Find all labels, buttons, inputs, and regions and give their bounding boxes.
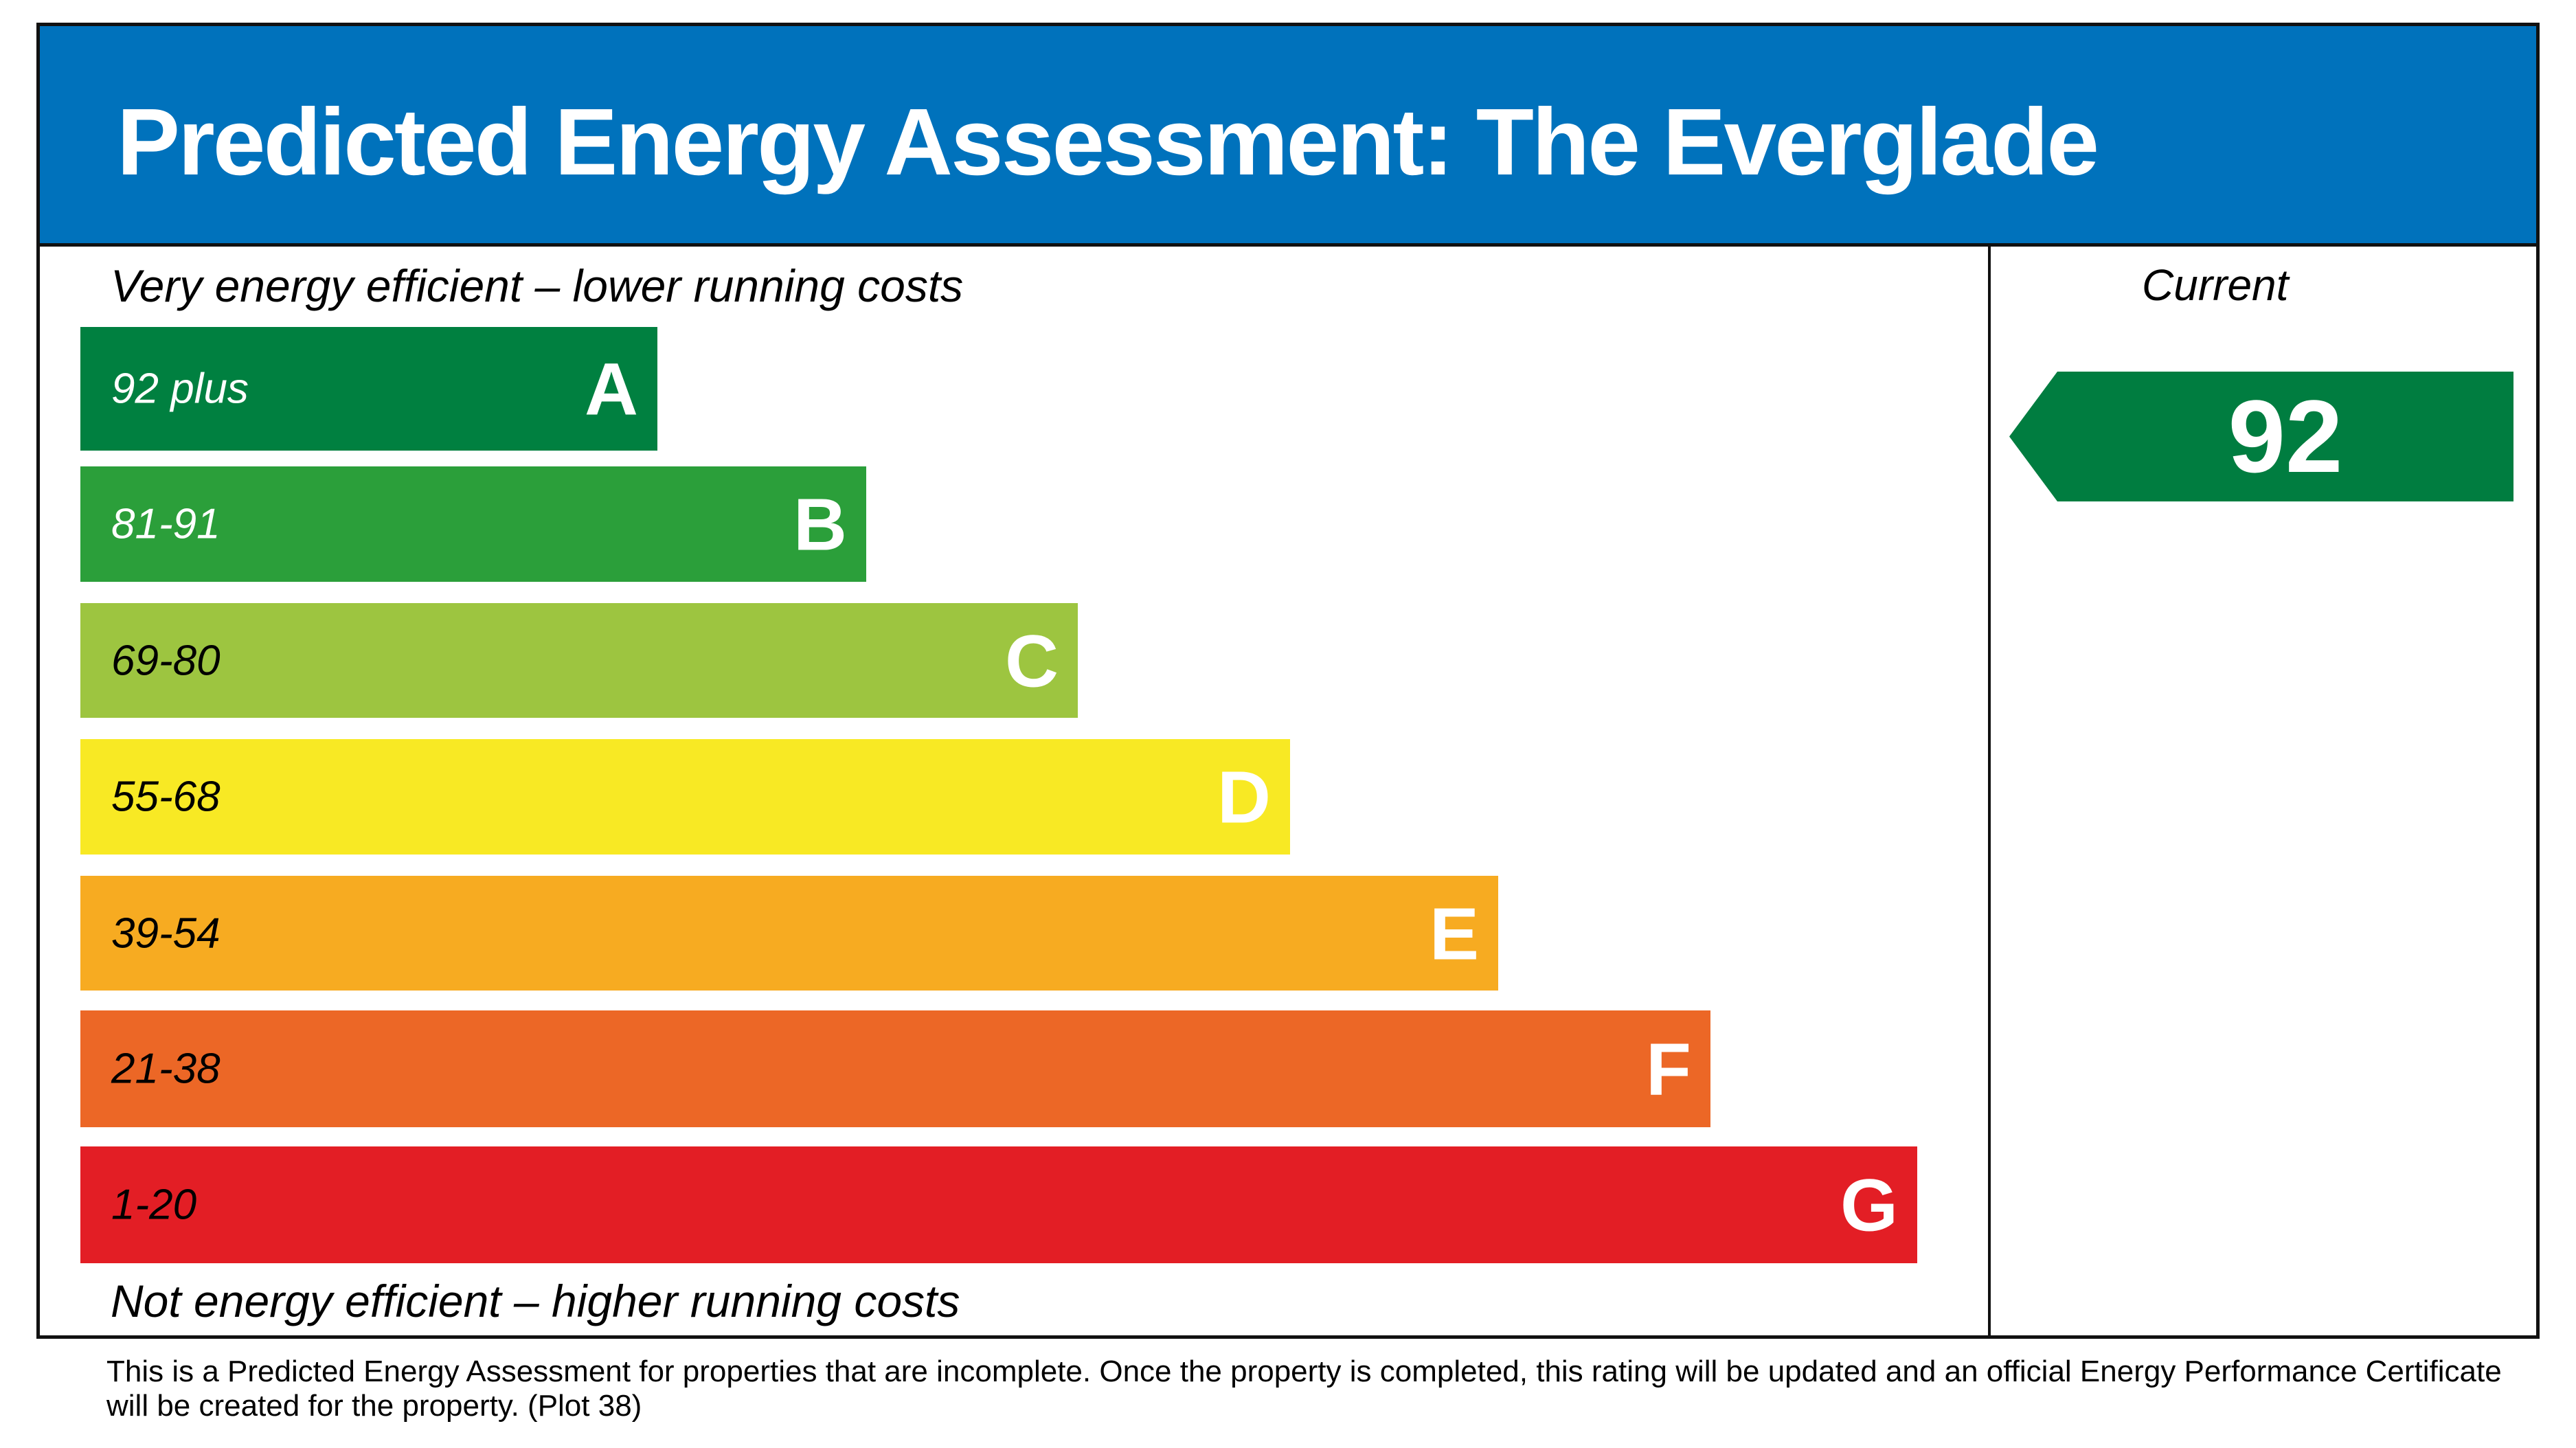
- band-bar-a: 92 plus A: [80, 327, 657, 451]
- band-range: 21-38: [111, 1045, 221, 1093]
- footer-note: This is a Predicted Energy Assessment fo…: [106, 1355, 2502, 1423]
- current-rating-arrow: 92: [2009, 372, 2513, 501]
- band-bar-e: 39-54 E: [80, 876, 1498, 991]
- arrow-shape: [2009, 372, 2513, 501]
- band-range: 92 plus: [111, 365, 249, 413]
- header: Predicted Energy Assessment: The Evergla…: [40, 26, 2536, 247]
- current-label: Current: [2142, 260, 2289, 310]
- band-range: 39-54: [111, 909, 221, 957]
- current-rating-value: 92: [2228, 378, 2343, 494]
- top-caption: Very energy efficient – lower running co…: [111, 260, 964, 311]
- band-letter: F: [1646, 1027, 1691, 1111]
- band-letter: G: [1840, 1163, 1898, 1247]
- band-letter: C: [1005, 619, 1059, 702]
- band-bar-g: 1-20 G: [80, 1146, 1917, 1263]
- band-range: 1-20: [111, 1181, 197, 1229]
- band-bar-c: 69-80 C: [80, 603, 1078, 718]
- band-range: 81-91: [111, 500, 221, 548]
- epc-frame: Predicted Energy Assessment: The Evergla…: [36, 23, 2540, 1339]
- bottom-caption: Not energy efficient – higher running co…: [111, 1276, 960, 1326]
- band-bar-b: 81-91 B: [80, 466, 866, 582]
- band-bar-f: 21-38 F: [80, 1010, 1710, 1127]
- band-letter: B: [793, 482, 847, 566]
- band-range: 55-68: [111, 773, 221, 821]
- band-letter: E: [1429, 892, 1479, 975]
- band-range: 69-80: [111, 637, 221, 684]
- band-letter: D: [1217, 755, 1271, 839]
- page-title: Predicted Energy Assessment: The Evergla…: [117, 89, 2099, 195]
- band-letter: A: [585, 347, 638, 431]
- band-bar-d: 55-68 D: [80, 739, 1290, 855]
- column-divider: [1988, 247, 1991, 1335]
